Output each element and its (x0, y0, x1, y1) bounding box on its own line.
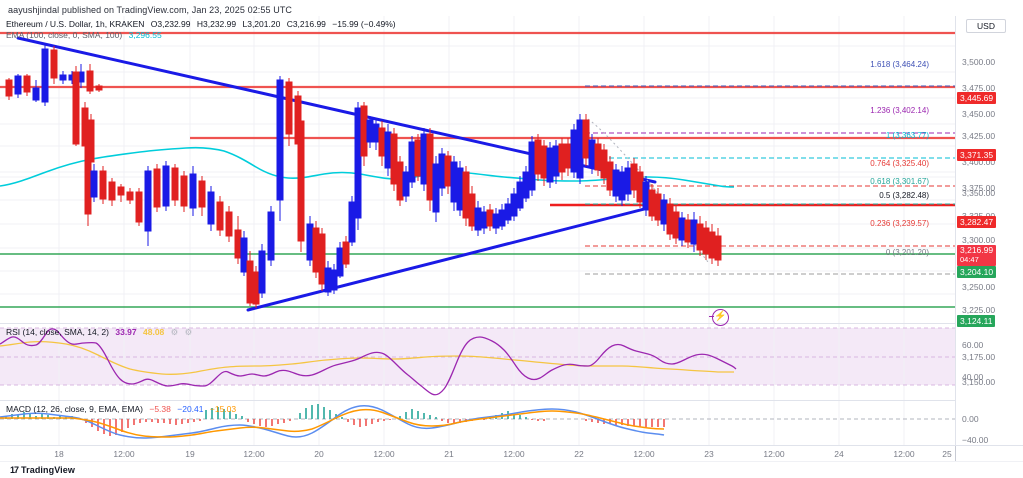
legend-ema-name: EMA (100, close, 0, SMA, 100) (6, 30, 123, 40)
price-badge: 3,282.47 (957, 216, 997, 228)
price-tick: 3,250.00 (962, 282, 996, 292)
legend-rsi-name: RSI (14, close, SMA, 14, 2) (6, 327, 109, 337)
price-badge: 3,124.11 (957, 315, 996, 327)
panel-divider-rsi (0, 323, 1023, 324)
time-tick: 21 (444, 449, 454, 459)
price-badge: 3,204.10 (957, 266, 997, 278)
macd-svg (0, 401, 955, 445)
time-tick: 12:00 (633, 449, 655, 459)
tradingview-mark: 17 (10, 465, 19, 475)
chart-legend-rsi[interactable]: RSI (14, close, SMA, 14, 2) 33.97 48.08 … (6, 327, 196, 338)
currency-label: USD (966, 19, 1006, 33)
time-tick: 25 (942, 449, 952, 459)
time-tick: 22 (574, 449, 584, 459)
price-badge: 3,216.99 04:47 (957, 245, 997, 266)
fibonacci-label: 0.236 (3,239.57) (870, 219, 929, 228)
price-gridlines (0, 45, 955, 295)
rsi-tick: 60.00 (962, 340, 984, 350)
fibonacci-label: 0.764 (3,325.40) (870, 159, 929, 168)
legend-macd-value-1: −5.38 (149, 404, 171, 414)
price-tick: 3,400.00 (962, 157, 996, 167)
price-chart-svg (0, 16, 955, 323)
rsi-tick: 40.00 (962, 372, 984, 382)
support-resistance-lines (0, 31, 955, 308)
rsi-vertical-gridlines (58, 324, 905, 400)
fibonacci-levels (585, 85, 955, 275)
price-tick: 3,500.00 (962, 57, 996, 67)
time-tick: 23 (704, 449, 714, 459)
time-tick: 19 (185, 449, 195, 459)
legend-close: C3,216.99 (286, 19, 326, 29)
chart-legend-main[interactable]: Ethereum / U.S. Dollar, 1h, KRAKEN O3,23… (6, 19, 400, 29)
macd-line (0, 405, 665, 439)
legend-rsi-sma-value: 48.08 (143, 327, 165, 337)
legend-high: H3,232.99 (196, 19, 237, 29)
candlestick-series (5, 44, 722, 308)
price-tick: 3,350.00 (962, 188, 996, 198)
macd-signal-line (0, 408, 665, 438)
fibonacci-label: 0 (3,201.20) (885, 248, 929, 257)
time-tick: 12:00 (373, 449, 395, 459)
macd-panel[interactable] (0, 401, 955, 445)
time-tick: 12:00 (763, 449, 785, 459)
price-tick: 3,150.00 (962, 377, 996, 387)
price-tick: 3,300.00 (962, 235, 996, 245)
alert-lightning-icon[interactable]: ⚡ (709, 309, 729, 326)
legend-rsi-value: 33.97 (115, 327, 137, 337)
price-tick: 3,175.00 (962, 352, 996, 362)
price-badge: 3,371.35 (957, 149, 997, 161)
attribution-text: aayushjindal published on TradingView.co… (8, 5, 293, 15)
time-tick: 12:00 (503, 449, 525, 459)
time-tick: 20 (314, 449, 324, 459)
price-badge-countdown: 04:47 (960, 255, 979, 264)
macd-vertical-gridlines (58, 401, 905, 445)
time-tick: 12:00 (113, 449, 135, 459)
price-vertical-gridlines (58, 16, 905, 323)
rsi-svg (0, 324, 955, 400)
legend-change: −15.99 (−0.49%) (332, 19, 396, 29)
rsi-line (0, 328, 737, 396)
time-tick: 24 (834, 449, 844, 459)
tradingview-brand: TradingView (21, 465, 75, 475)
chart-legend-ema[interactable]: EMA (100, close, 0, SMA, 100) 3,296.55 (6, 30, 166, 40)
rsi-panel[interactable] (0, 324, 955, 400)
footer-bar: 17 TradingView (0, 461, 1023, 478)
legend-macd-value-3: −15.03 (209, 404, 237, 414)
chart-legend-macd[interactable]: MACD (12, 26, close, 9, EMA, EMA) −5.38 … (6, 404, 240, 414)
panel-divider-macd (0, 400, 1023, 401)
fibonacci-label: 1 (3,363.77) (885, 131, 929, 140)
fibonacci-label: 0.5 (3,282.48) (879, 191, 929, 200)
fibonacci-label: 1.236 (3,402.14) (870, 106, 929, 115)
tradingview-logo[interactable]: 17 TradingView (10, 465, 75, 475)
fibonacci-label: 1.618 (3,464.24) (870, 60, 929, 69)
legend-low: L3,201.20 (242, 19, 281, 29)
rsi-sma-line (0, 340, 734, 376)
fibonacci-label: 0.618 (3,301.67) (870, 177, 929, 186)
price-tick: 3,375.00 (962, 183, 996, 193)
price-tick: 3,225.00 (962, 305, 996, 315)
price-tick: 3,475.00 (962, 83, 996, 93)
legend-macd-value-2: −20.41 (177, 404, 204, 414)
price-axis[interactable]: USD 3,500.00 3,475.00 3,450.00 3,425.00 3,40… (955, 16, 1023, 445)
legend-ema-value: 3,296.55 (128, 30, 162, 40)
eye-icon[interactable]: ⚙ (184, 327, 193, 337)
time-tick: 12:00 (243, 449, 265, 459)
time-axis-divider (955, 446, 956, 462)
macd-tick: −40.00 (962, 435, 989, 445)
price-tick: 3,450.00 (962, 109, 996, 119)
time-tick: 12:00 (893, 449, 915, 459)
price-chart-panel[interactable]: 1.618 (3,464.24) 1.236 (3,402.14) 1 (3,363… (0, 16, 955, 323)
price-badge: 3,445.69 (957, 92, 997, 104)
legend-open: O3,232.99 (150, 19, 191, 29)
macd-tick: 0.00 (962, 414, 979, 424)
legend-symbol[interactable]: Ethereum / U.S. Dollar, 1h, KRAKEN (6, 19, 145, 29)
time-axis[interactable]: 18 12:00 19 12:00 20 12:00 21 12:00 22 12:00 23 12:… (0, 445, 1023, 462)
legend-macd-name: MACD (12, 26, close, 9, EMA, EMA) (6, 404, 143, 414)
time-tick: 18 (54, 449, 64, 459)
gear-icon[interactable]: ⚙ (170, 327, 179, 337)
price-tick: 3,425.00 (962, 131, 996, 141)
